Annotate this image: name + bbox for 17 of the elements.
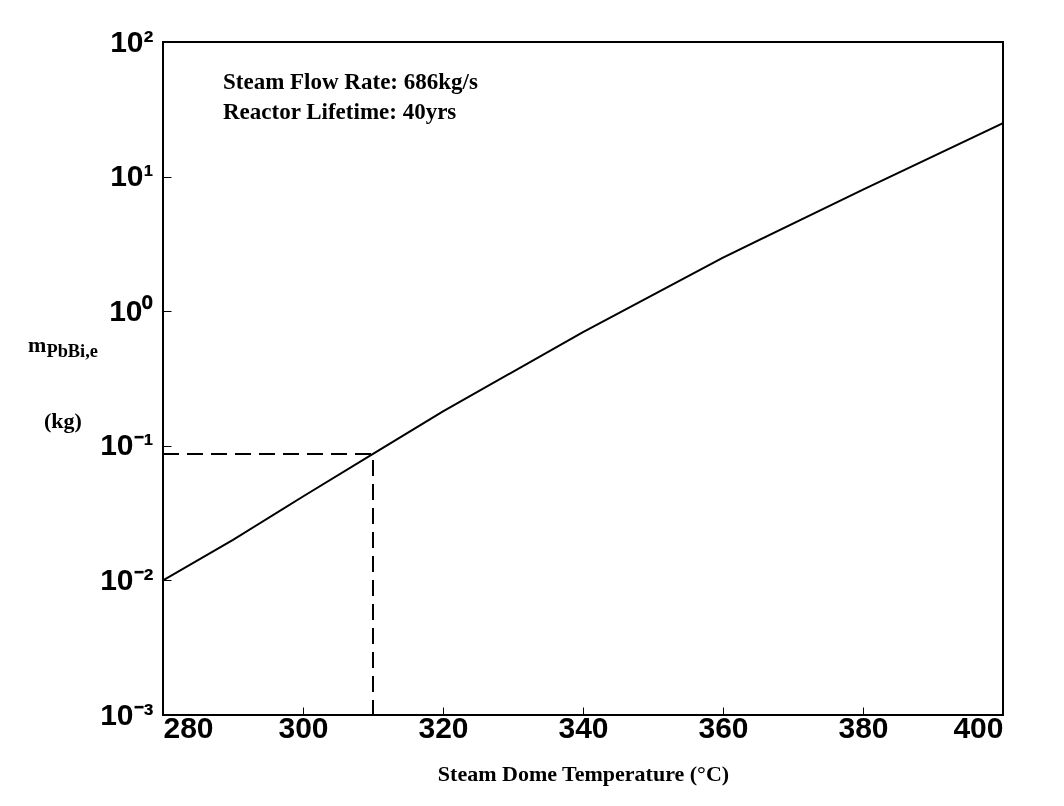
x-tick-label: 380 [838, 710, 889, 744]
x-tick-label: 320 [418, 710, 469, 744]
x-tick-label: 280 [163, 710, 214, 744]
x-tick-label: 360 [698, 710, 749, 744]
x-tick-label: 300 [278, 710, 329, 744]
y-tick-label: 10⁻² [100, 562, 154, 596]
annotation: Reactor Lifetime: 40yrs [223, 99, 457, 124]
x-axis-title: Steam Dome Temperature (°C) [437, 760, 730, 786]
x-tick-label: 340 [558, 710, 609, 744]
y-tick-label: 10⁰ [109, 293, 154, 327]
annotation: Steam Flow Rate: 686kg/s [223, 69, 478, 94]
x-tick-label: 400 [953, 710, 1004, 744]
y-tick-label: 10¹ [110, 159, 154, 193]
text: m$_{PbBi,e}$ (kg) [28, 332, 98, 434]
y-tick-label: 10² [110, 24, 154, 58]
y-tick-label: 10⁻³ [100, 697, 154, 731]
y-tick-label: 10⁻¹ [100, 428, 154, 462]
